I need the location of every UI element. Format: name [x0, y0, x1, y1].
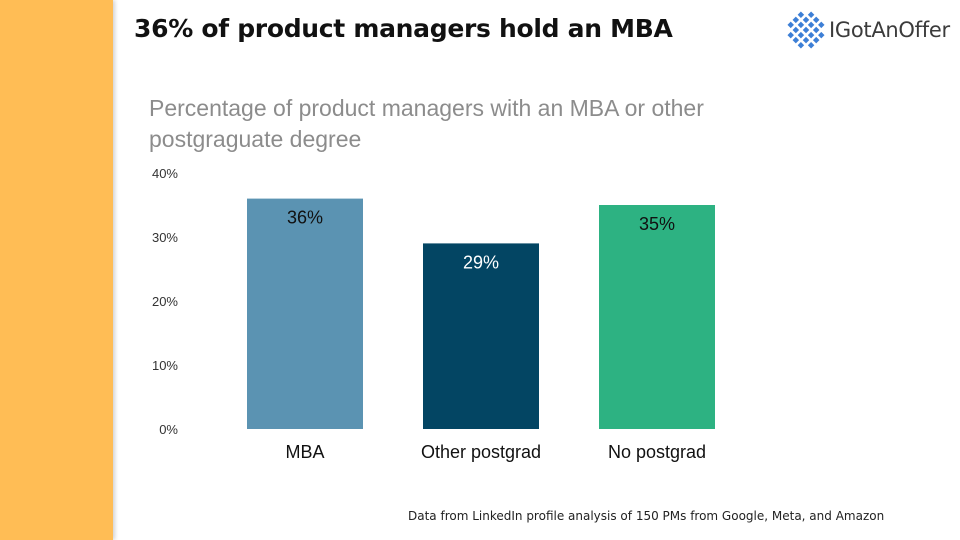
logo-text: IGotAnOffer	[829, 18, 950, 42]
chart-title: Percentage of product managers with an M…	[149, 95, 704, 152]
logo-square	[802, 36, 810, 44]
y-tick-label: 30%	[152, 230, 178, 245]
bar-mba	[247, 198, 363, 429]
bar-other-postgrad	[423, 243, 539, 429]
y-tick-label: 40%	[152, 166, 178, 181]
x-category-label: MBA	[285, 442, 324, 462]
logo-square	[802, 26, 810, 34]
source-footnote: Data from LinkedIn profile analysis of 1…	[408, 509, 885, 523]
x-category-label: No postgrad	[608, 442, 706, 462]
bar-no-postgrad	[599, 205, 715, 429]
bar-value-label: 36%	[287, 208, 323, 228]
bar-value-label: 29%	[463, 252, 499, 272]
logo-square	[802, 16, 810, 24]
x-category-label: Other postgrad	[421, 442, 541, 462]
diamond-grid-icon	[787, 11, 825, 49]
bar-value-label: 35%	[639, 214, 675, 234]
side-accent-band	[0, 0, 113, 540]
y-tick-label: 10%	[152, 358, 178, 373]
y-tick-label: 20%	[152, 294, 178, 309]
slide-title: 36% of product managers hold an MBA	[134, 14, 673, 43]
y-tick-label: 0%	[159, 422, 178, 437]
company-logo: IGotAnOffer	[785, 10, 955, 50]
